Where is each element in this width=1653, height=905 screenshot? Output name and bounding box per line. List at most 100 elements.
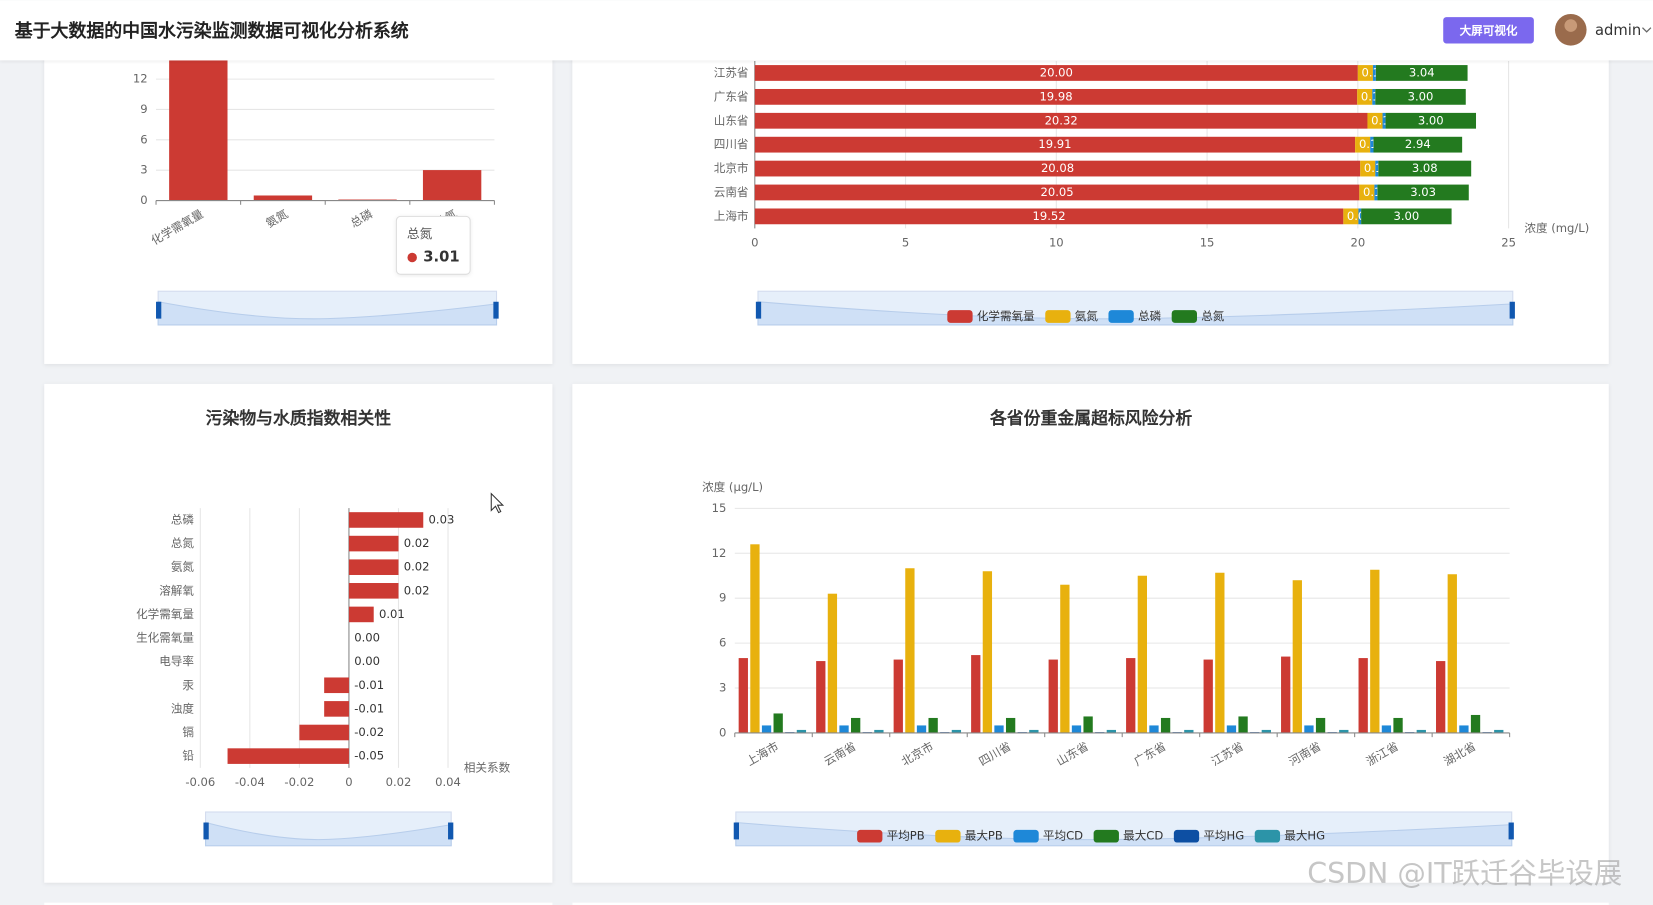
bar <box>1447 574 1457 733</box>
bar <box>1149 725 1159 733</box>
y-tick-label: 溶解氧 <box>159 583 194 597</box>
zoom-handle[interactable] <box>203 822 209 840</box>
bar <box>1358 658 1368 733</box>
x-tick-label: 25 <box>1501 236 1516 250</box>
bar <box>951 729 962 733</box>
zoom-handle[interactable] <box>493 301 499 319</box>
legend-swatch <box>857 829 883 843</box>
y-tick-label: 北京市 <box>714 161 749 175</box>
bar <box>754 112 1368 129</box>
value-label: 3.00 <box>1418 113 1444 127</box>
y-tick-label: 四川省 <box>714 137 749 151</box>
bar <box>1385 112 1477 129</box>
bar <box>905 568 915 733</box>
y-tick-label: 总磷 <box>171 512 195 526</box>
bar <box>1292 580 1302 733</box>
x-tick-label: -0.02 <box>284 775 314 789</box>
bar <box>1071 725 1082 733</box>
x-tick-label: 0.02 <box>386 775 412 789</box>
chart-title: 污染物与水质指数相关性 <box>206 408 392 428</box>
y-tick-label: 氨氮 <box>171 560 195 574</box>
value-label: 0.02 <box>404 560 430 574</box>
bar <box>754 65 1358 81</box>
bar <box>994 725 1004 733</box>
zoom-slider-shadow <box>757 301 1514 326</box>
zoom-handle[interactable] <box>1508 822 1514 840</box>
y-tick-label: 镉 <box>182 725 194 739</box>
bar <box>227 748 349 764</box>
zoom-handle[interactable] <box>733 822 740 840</box>
bar <box>1343 208 1359 225</box>
value-label: 0.02 <box>404 583 430 597</box>
bar <box>1226 725 1237 733</box>
value-label: 3.04 <box>1409 65 1435 79</box>
value-label: 0.01 <box>379 607 405 621</box>
x-tick-label: -0.04 <box>235 775 265 789</box>
bar <box>827 593 838 733</box>
bar <box>1160 717 1171 733</box>
x-tick-label: 0.04 <box>435 775 461 789</box>
user-name[interactable]: admin <box>1595 22 1641 39</box>
x-tick-label: 15 <box>1200 236 1215 250</box>
x-tick-label: 20 <box>1350 236 1365 250</box>
legend-item[interactable]: 最大HG <box>1254 829 1325 843</box>
charts: 036912化学需氧量氨氮总磷总氮0510152025浓度 (mg/L)江苏省2… <box>133 60 1589 847</box>
y-tick-label: 9 <box>719 591 726 605</box>
y-tick-label: 总氮 <box>171 536 195 550</box>
bar <box>1370 136 1374 153</box>
legend-item[interactable]: 氨氮 <box>1045 309 1098 323</box>
legend-swatch <box>1171 310 1197 323</box>
bar <box>874 729 884 733</box>
value-label: 3.08 <box>1412 161 1438 175</box>
screen-button-label[interactable]: 大屏可视化 <box>1460 23 1518 37</box>
x-axis-label: 相关系数 <box>464 760 511 774</box>
bar <box>738 658 748 733</box>
y-tick-label: 江苏省 <box>714 65 749 79</box>
chart: 036912化学需氧量氨氮总磷总氮 <box>133 60 499 326</box>
bar <box>754 184 1360 201</box>
zoom-handle[interactable] <box>448 822 454 840</box>
y-tick-label: 化学需氧量 <box>136 607 194 621</box>
x-tick-label: 0 <box>751 236 758 250</box>
value-label: 0.03 <box>429 512 455 526</box>
legend-item[interactable]: 平均PB <box>857 829 925 843</box>
y-tick-label: 6 <box>140 132 147 146</box>
tooltip-title: 总氮 <box>407 226 433 241</box>
bars <box>169 60 482 201</box>
legend-swatch <box>1013 829 1039 843</box>
zoom-handle[interactable] <box>1509 301 1515 319</box>
dropdown-arrow[interactable] <box>1642 27 1652 33</box>
legend-item[interactable]: 最大PB <box>935 829 1003 843</box>
legend-item[interactable]: 总磷 <box>1108 309 1162 323</box>
bar <box>1215 572 1225 733</box>
cursor <box>490 492 505 514</box>
value-label: 20.05 <box>1040 185 1073 199</box>
bar <box>1367 112 1383 129</box>
y-tick-label: 电导率 <box>159 654 194 668</box>
value-label: 2.94 <box>1405 137 1431 151</box>
avatar-face <box>1564 19 1578 32</box>
bars <box>738 544 1504 733</box>
legend-item[interactable]: 总氮 <box>1171 309 1225 323</box>
bar <box>1048 659 1058 733</box>
legend-item[interactable]: 化学需氧量 <box>947 309 1035 323</box>
bar <box>1238 716 1248 733</box>
zoom-handle[interactable] <box>156 301 162 319</box>
legend-swatch <box>935 829 961 843</box>
value-label: 20.08 <box>1041 161 1074 175</box>
legend-item[interactable]: 平均HG <box>1173 829 1244 843</box>
bar <box>1416 729 1426 733</box>
legend-item[interactable]: 平均CD <box>1013 829 1083 843</box>
bar <box>1373 136 1463 153</box>
value-label: -0.01 <box>354 678 384 692</box>
zoom-handle[interactable] <box>755 301 762 319</box>
legend-label: 平均HG <box>1203 829 1244 843</box>
bar <box>1083 716 1093 733</box>
bar <box>982 571 993 733</box>
x-tick-label: -0.06 <box>185 775 215 789</box>
screen-button[interactable] <box>1443 17 1534 44</box>
legend-item[interactable]: 最大CD <box>1093 829 1164 843</box>
bar <box>1339 729 1349 733</box>
value-label: -0.05 <box>354 749 384 763</box>
